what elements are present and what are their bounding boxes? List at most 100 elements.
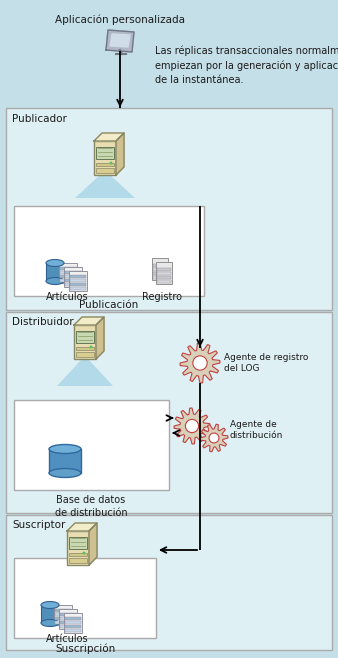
Bar xyxy=(70,275,86,278)
Bar xyxy=(55,621,71,624)
Bar xyxy=(153,264,167,267)
Polygon shape xyxy=(174,408,210,444)
Bar xyxy=(6,515,332,650)
Circle shape xyxy=(82,551,86,555)
Bar xyxy=(60,617,76,620)
Bar xyxy=(156,262,172,284)
Text: Artículos: Artículos xyxy=(46,634,88,644)
Bar xyxy=(70,283,86,286)
Bar xyxy=(96,147,114,159)
Bar xyxy=(157,276,171,279)
Bar xyxy=(6,108,332,310)
Bar xyxy=(94,141,116,175)
Bar xyxy=(60,279,76,282)
Bar xyxy=(152,258,168,280)
Bar xyxy=(65,617,81,620)
Polygon shape xyxy=(57,360,113,386)
Circle shape xyxy=(209,433,219,443)
Bar xyxy=(76,331,94,343)
Bar xyxy=(49,449,81,473)
Bar xyxy=(157,272,171,275)
Text: Agente de
distribución: Agente de distribución xyxy=(230,420,283,440)
Bar xyxy=(14,558,156,638)
Text: Aplicación personalizada: Aplicación personalizada xyxy=(55,14,185,25)
Bar xyxy=(153,276,167,279)
Polygon shape xyxy=(54,566,102,590)
Bar xyxy=(46,263,64,281)
Bar xyxy=(76,352,94,357)
Text: Las réplicas transaccionales normalmente
empiezan por la generación y aplicación: Las réplicas transaccionales normalmente… xyxy=(155,46,338,86)
Bar xyxy=(96,163,114,166)
Text: Distribuidor: Distribuidor xyxy=(12,317,74,327)
Bar xyxy=(64,613,82,633)
Bar xyxy=(153,272,167,275)
Polygon shape xyxy=(94,133,124,141)
Bar xyxy=(64,267,82,287)
Bar xyxy=(60,271,76,274)
Bar xyxy=(41,605,59,623)
Ellipse shape xyxy=(46,259,64,266)
Bar xyxy=(59,609,77,629)
Ellipse shape xyxy=(49,468,81,478)
Polygon shape xyxy=(74,317,104,325)
Text: Publicador: Publicador xyxy=(12,114,67,124)
Polygon shape xyxy=(75,174,135,198)
Ellipse shape xyxy=(46,278,64,284)
Bar xyxy=(157,280,171,283)
Bar xyxy=(157,268,171,271)
Circle shape xyxy=(186,419,199,432)
Bar xyxy=(74,325,96,359)
Ellipse shape xyxy=(49,445,81,453)
Bar xyxy=(70,279,86,282)
Polygon shape xyxy=(200,424,228,452)
Polygon shape xyxy=(89,523,97,565)
Bar xyxy=(60,625,76,628)
Bar xyxy=(55,609,71,612)
Bar xyxy=(55,617,71,620)
Bar xyxy=(67,531,89,565)
Circle shape xyxy=(110,161,113,164)
Text: Artículos: Artículos xyxy=(46,292,88,302)
Bar xyxy=(65,279,81,282)
Bar xyxy=(55,613,71,616)
Bar xyxy=(65,621,81,624)
Bar xyxy=(59,263,77,283)
Text: Agente de registro
del LOG: Agente de registro del LOG xyxy=(224,353,308,373)
Bar xyxy=(60,267,76,270)
Bar xyxy=(65,629,81,632)
Bar xyxy=(96,168,114,173)
Bar xyxy=(65,275,81,278)
Bar xyxy=(69,558,87,563)
Ellipse shape xyxy=(41,601,59,609)
Bar xyxy=(60,613,76,616)
Text: Registro: Registro xyxy=(142,292,182,302)
Text: Base de datos
de distribución: Base de datos de distribución xyxy=(55,495,127,519)
Polygon shape xyxy=(67,523,97,531)
Bar xyxy=(14,400,169,490)
Bar xyxy=(69,537,87,549)
Bar xyxy=(54,605,72,625)
Bar xyxy=(70,287,86,290)
Bar xyxy=(65,625,81,628)
Bar xyxy=(60,621,76,624)
Polygon shape xyxy=(110,34,130,47)
Ellipse shape xyxy=(41,619,59,626)
Polygon shape xyxy=(116,133,124,175)
Bar xyxy=(6,312,332,513)
Bar xyxy=(65,271,81,274)
Bar xyxy=(14,206,204,296)
Text: Publicación: Publicación xyxy=(79,300,139,310)
Bar xyxy=(76,347,94,350)
Bar xyxy=(69,553,87,556)
Bar xyxy=(65,283,81,286)
Circle shape xyxy=(193,356,207,370)
Text: Suscripción: Suscripción xyxy=(55,643,115,653)
Bar xyxy=(69,271,87,291)
Bar xyxy=(60,275,76,278)
Polygon shape xyxy=(180,343,220,383)
Bar xyxy=(153,268,167,271)
Circle shape xyxy=(90,345,93,349)
Polygon shape xyxy=(106,30,134,52)
Polygon shape xyxy=(96,317,104,359)
Text: Suscriptor: Suscriptor xyxy=(12,520,65,530)
